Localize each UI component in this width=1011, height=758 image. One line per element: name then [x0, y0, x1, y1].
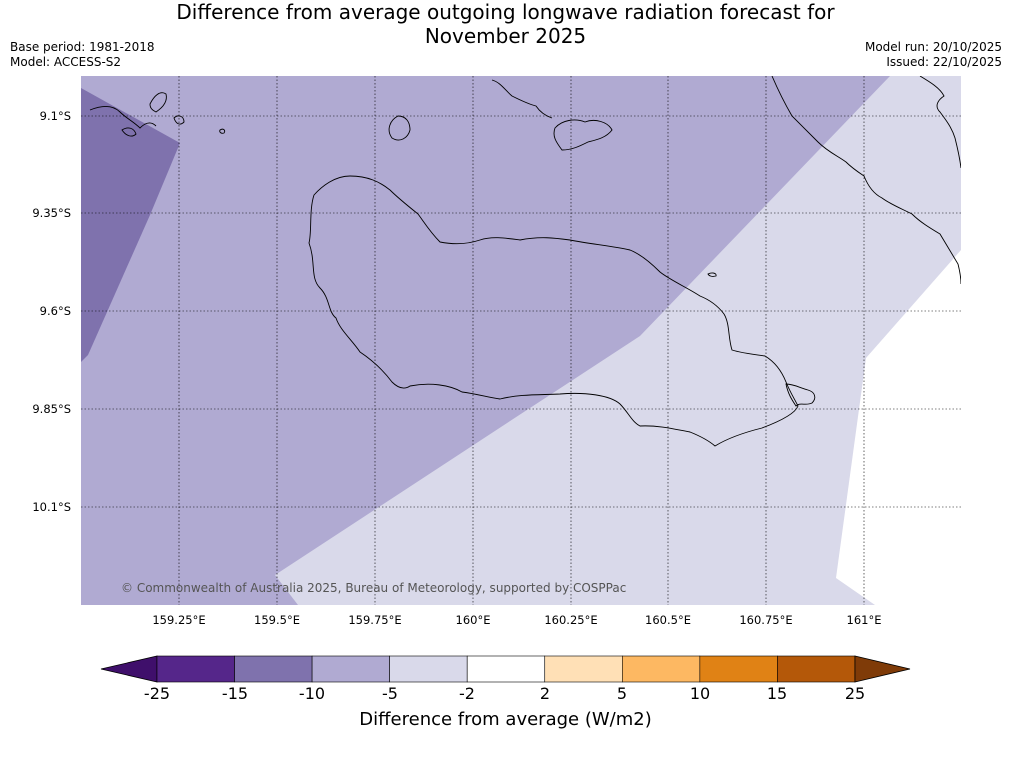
colorbar-segment	[777, 655, 856, 683]
longitude-labels: 159.25°E 159.5°E 159.75°E 160°E 160.25°E…	[152, 613, 881, 627]
lon-label: 159.5°E	[254, 613, 300, 627]
lon-label: 160.75°E	[739, 613, 792, 627]
chart-title: Difference from average outgoing longwav…	[0, 0, 1011, 48]
lon-label: 161°E	[847, 613, 882, 627]
meta-left: Base period: 1981-2018 Model: ACCESS-S2	[10, 40, 155, 70]
lon-label: 160°E	[456, 613, 491, 627]
savo-island-coastline	[388, 115, 411, 141]
copyright-notice: © Commonwealth of Australia 2025, Bureau…	[121, 581, 626, 595]
colorbar-title: Difference from average (W/m2)	[359, 709, 652, 730]
russell-islands-coastline	[89, 106, 157, 129]
neutral-region	[836, 250, 961, 605]
colorbar-segment	[311, 655, 390, 683]
anomaly-band-dark	[81, 88, 180, 362]
colorbar	[100, 655, 911, 683]
title-line-1: Difference from average outgoing longwav…	[176, 0, 835, 24]
colorbar-tick: 25	[844, 684, 866, 703]
nggela-coastline	[491, 79, 553, 119]
lat-label: 9.85°S	[32, 402, 71, 416]
colorbar-tick: 2	[539, 684, 551, 703]
colorbar-segment	[389, 655, 468, 683]
colorbar-tick: -5	[382, 684, 398, 703]
colorbar-segment	[156, 655, 235, 683]
colorbar-segment	[466, 655, 546, 683]
colorbar-extend-low	[100, 655, 158, 683]
map-gridlines	[81, 76, 961, 605]
guadalcanal-coastline	[308, 175, 799, 447]
colorbar-tick: 5	[616, 684, 628, 703]
coastlines	[89, 76, 961, 447]
lon-label: 159.75°E	[348, 613, 401, 627]
title-line-2: November 2025	[424, 24, 587, 48]
lat-label: 10.1°S	[32, 500, 71, 514]
islet-north-coastline	[149, 92, 167, 113]
lat-label: 9.6°S	[40, 304, 71, 318]
colorbar-segment	[544, 655, 623, 683]
model-name: Model: ACCESS-S2	[10, 55, 122, 69]
colorbar-tick: -25	[143, 684, 171, 703]
meta-right: Model run: 20/10/2025 Issued: 22/10/2025	[865, 40, 1002, 70]
base-period: Base period: 1981-2018	[10, 40, 155, 54]
florida-islands-coastline	[553, 119, 613, 151]
colorbar-tick: 10	[689, 684, 711, 703]
colorbar-segment	[234, 655, 313, 683]
lat-label: 9.1°S	[40, 109, 71, 123]
issued-date: Issued: 22/10/2025	[886, 55, 1002, 69]
map-panel	[81, 76, 961, 605]
islet-coastline-2	[173, 115, 185, 125]
islet-coastline-3	[219, 128, 226, 134]
anomaly-band-medium	[81, 76, 890, 605]
malaita-north-coastline	[919, 76, 961, 169]
malaita-coastline	[771, 76, 961, 285]
lon-label: 159.25°E	[152, 613, 205, 627]
islet-coastline	[707, 272, 717, 277]
colorbar-segment	[621, 655, 701, 683]
lat-label: 9.35°S	[32, 206, 71, 220]
colorbar-segment	[699, 655, 778, 683]
latitude-labels: 9.1°S 9.35°S 9.6°S 9.85°S 10.1°S	[32, 109, 71, 514]
colorbar-tick: -2	[459, 684, 475, 703]
colorbar-tick: -10	[298, 684, 326, 703]
colorbar-tick: 15	[766, 684, 788, 703]
model-run: Model run: 20/10/2025	[864, 40, 1002, 54]
islet-west-coastline	[121, 127, 137, 137]
marau-islets-coastline	[785, 383, 816, 407]
colorbar-tick: -15	[221, 684, 249, 703]
lon-label: 160.5°E	[645, 613, 691, 627]
lon-label: 160.25°E	[544, 613, 597, 627]
colorbar-extend-high	[854, 655, 911, 683]
